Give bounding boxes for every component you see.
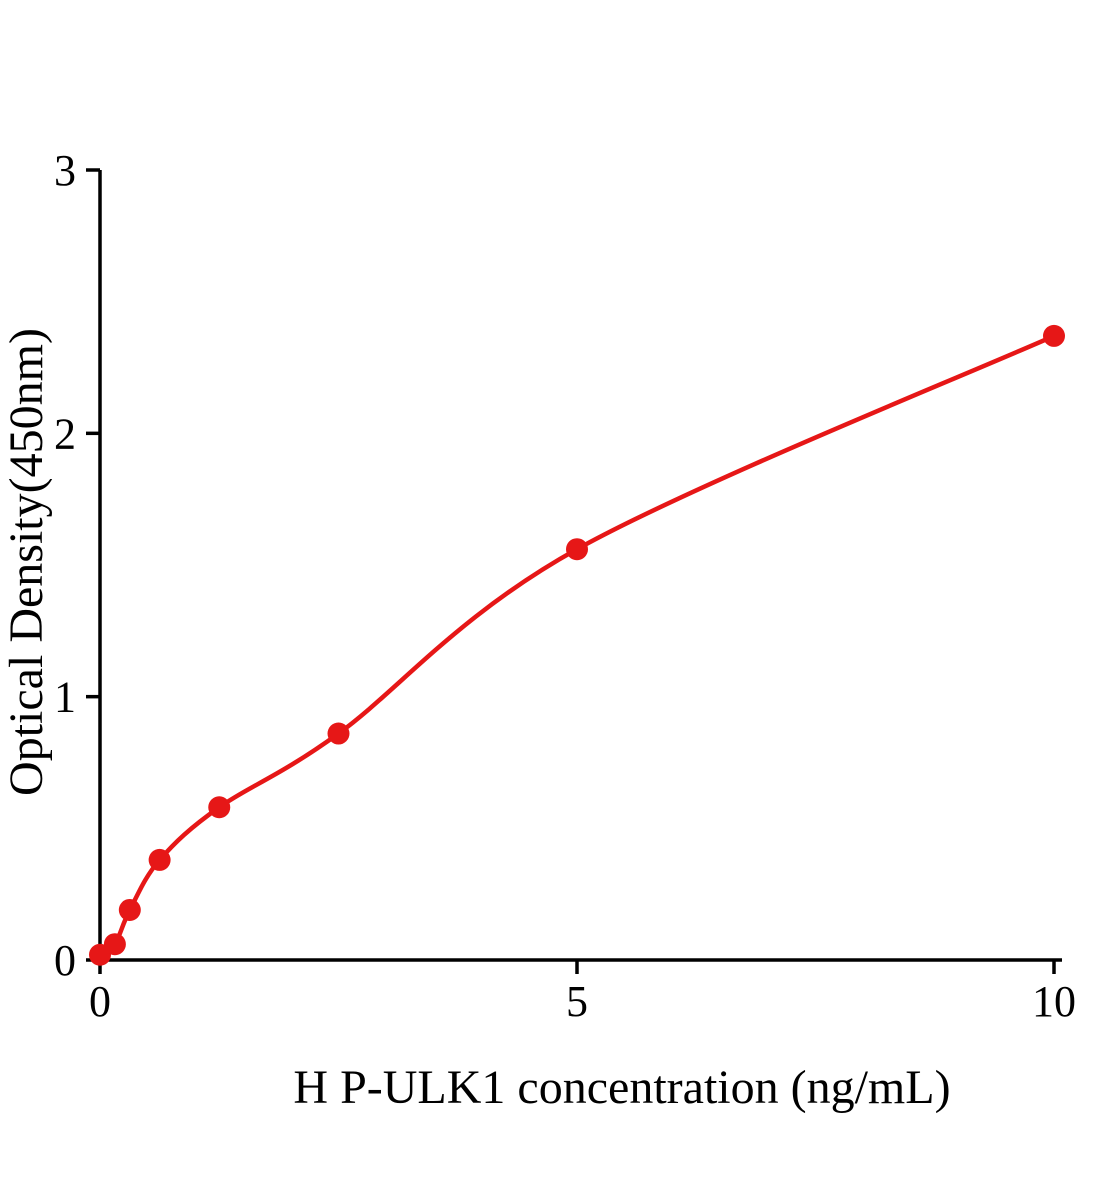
data-point <box>327 722 350 745</box>
y-tick-label: 3 <box>54 146 76 195</box>
x-tick-label: 10 <box>1032 977 1076 1026</box>
series-layer <box>89 324 1065 966</box>
y-tick-label: 0 <box>54 936 76 985</box>
data-point <box>118 898 141 921</box>
x-axis-label: H P-ULK1 concentration (ng/mL) <box>293 1061 950 1114</box>
data-point <box>103 933 126 956</box>
data-point <box>1043 324 1065 347</box>
fit-curve <box>97 333 1057 957</box>
y-tick-label: 1 <box>54 673 76 722</box>
x-tick-label: 0 <box>89 977 111 1026</box>
y-tick-label: 2 <box>54 409 76 458</box>
y-axis-label: Optical Density(450nm) <box>0 328 53 796</box>
axes-layer: 0 5 10 0 1 2 3 <box>54 146 1076 1026</box>
data-point <box>208 796 231 819</box>
data-point <box>148 848 171 871</box>
data-point <box>566 538 588 561</box>
x-tick-label: 5 <box>566 977 588 1026</box>
